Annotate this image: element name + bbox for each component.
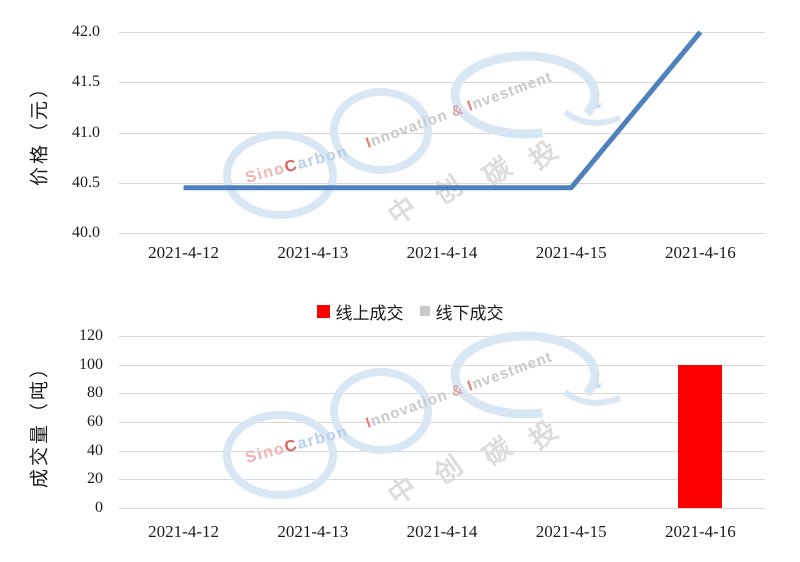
x-tick-label: 2021-4-12 [148,243,219,262]
x-tick-label: 2021-4-16 [664,522,736,541]
watermark-sparkle: ✳ [594,101,603,113]
gridline [119,479,765,481]
y-tick-label: 60 [87,413,103,430]
watermark-ring-right [450,331,600,419]
gridline [119,508,765,509]
y-tick-label: 100 [79,355,103,373]
y-tick-label: 40 [87,441,103,459]
watermark-ring-tail [563,389,622,406]
legend-marker-offline [419,306,430,316]
watermark-cn-char: 碳 [478,432,518,473]
x-tick-label: 2021-4-16 [664,243,736,262]
x-tick-label: 2021-4-15 [535,243,607,262]
watermark: SinoCarbon Innovation & Investment 中 创 碳… [223,331,622,510]
gridline [119,233,765,234]
price-line-series [183,30,703,191]
price-line-layer [183,30,703,191]
y-tick-label: 40.5 [72,173,100,191]
watermark-ring-right [450,51,600,139]
gridline [119,82,765,84]
gridline [119,182,765,184]
volume-bar [678,364,723,508]
legend-item-online: 线上成交 [316,299,404,324]
watermark-cn-char: 投 [524,415,563,455]
y-tick-label: 41.0 [72,123,100,141]
watermark-ring-tail [563,109,622,126]
watermark-ring-middle [330,88,432,174]
x-tick-label: 2021-4-13 [277,522,349,541]
x-tick-label: 2021-4-14 [406,243,478,262]
legend-label-online: 线上成交 [335,303,404,323]
gridline [119,132,765,134]
x-tick-label: 2021-4-12 [148,522,219,541]
x-tick-label: 2021-4-15 [535,522,607,541]
watermark-ring-left [223,411,337,499]
gridline [119,450,765,452]
y-tick-label: 80 [87,384,103,402]
volume-legend: 线上成交 线下成交 [10,302,800,323]
volume-chart-plot-area [119,336,765,509]
watermark-ring-middle [330,368,432,454]
gridline [119,364,765,366]
watermark-cn-char: 中 [383,471,422,510]
y-tick-label: 20 [87,470,103,488]
legend-item-offline: 线下成交 [419,299,504,324]
gridline [119,422,765,423]
x-tick-label: 2021-4-13 [277,243,349,262]
x-tick-label: 2021-4-14 [406,522,478,541]
y-tick-label: 0 [95,499,103,516]
watermark-sparkle: ✳ [594,381,603,393]
y-tick-label: 120 [79,327,103,344]
price-chart-plot-area [119,30,765,234]
gridline [119,393,765,395]
y-tick-label: 41.5 [72,73,100,91]
legend-label-offline: 线下成交 [435,303,504,323]
watermark-ring-left [223,131,337,219]
y-tick-label: 42.0 [72,23,100,40]
gridline [119,336,765,337]
legend-marker-online [316,304,330,318]
y-tick-label: 40.0 [72,224,100,241]
watermark-cn-char: 创 [428,450,468,491]
gridline [119,32,765,33]
